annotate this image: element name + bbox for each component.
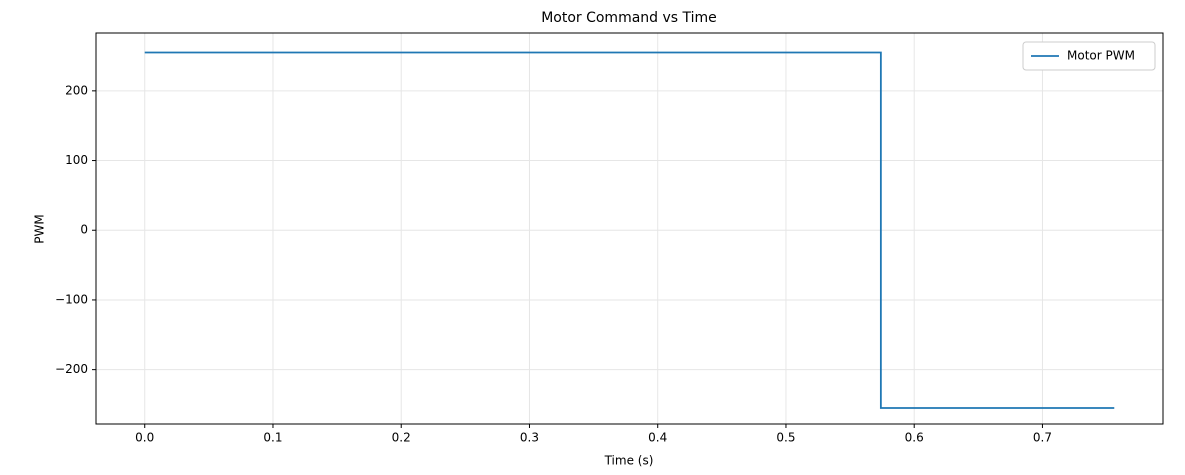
x-axis-label: Time (s) (604, 454, 654, 468)
chart-title: Motor Command vs Time (541, 10, 717, 26)
y-axis-label: PWM (33, 214, 47, 243)
y-tick-label: −100 (55, 292, 88, 306)
x-tick-label: 0.5 (776, 431, 795, 445)
x-tick-label: 0.2 (392, 431, 411, 445)
x-tick-label: 0.0 (135, 431, 154, 445)
legend-box (1022, 41, 1156, 71)
x-tick-label: 0.4 (648, 431, 667, 445)
legend: Motor PWM (1022, 41, 1156, 71)
y-tick-label: 0 (80, 223, 88, 237)
plot-frame (95, 32, 1164, 425)
x-tick-label: 0.1 (263, 431, 282, 445)
legend-label: Motor PWM (1067, 49, 1135, 63)
y-tick-label: 200 (65, 83, 88, 97)
y-tick-label: −200 (55, 362, 88, 376)
x-tick-label: 0.7 (1033, 431, 1052, 445)
x-tick-label: 0.3 (520, 431, 539, 445)
data-line (144, 51, 1115, 409)
x-tick-label: 0.6 (905, 431, 924, 445)
y-tick-label: 100 (65, 153, 88, 167)
